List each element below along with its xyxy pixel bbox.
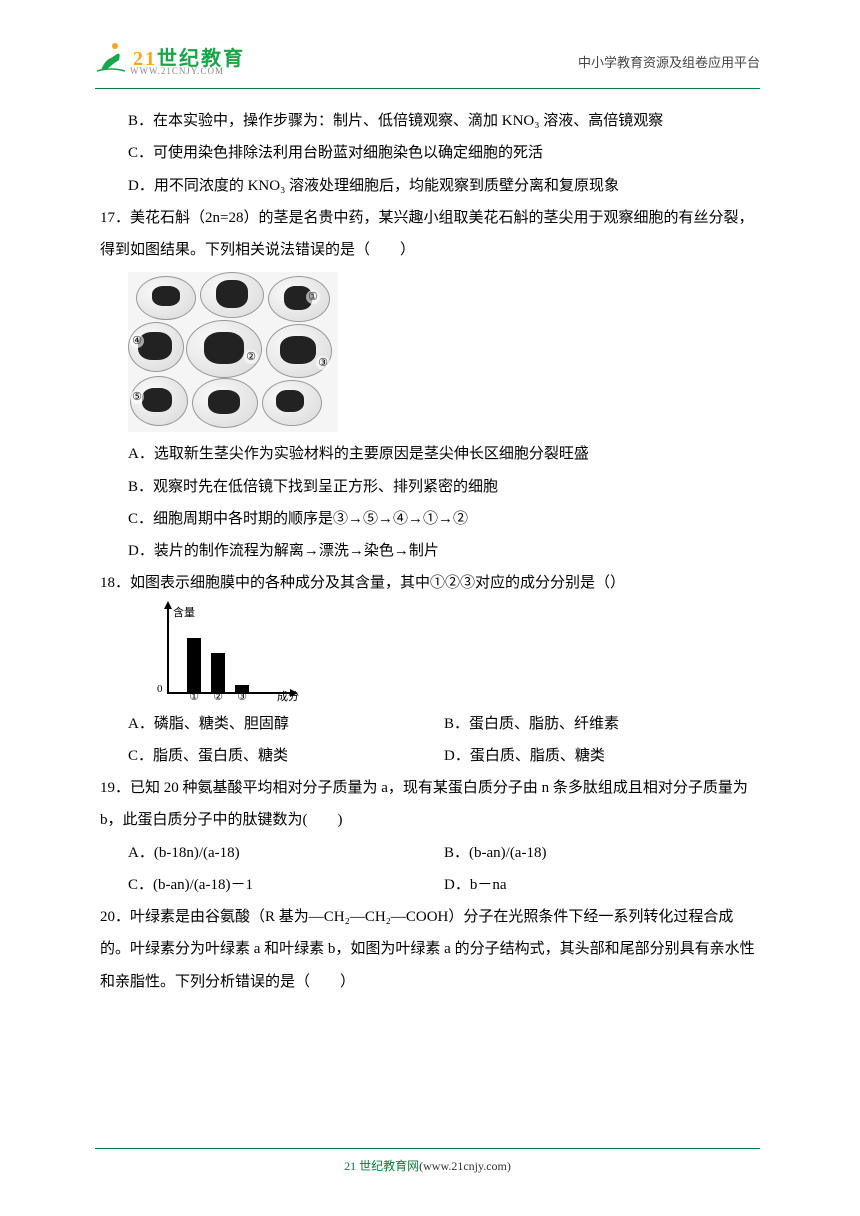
q17-option-d: D．装片的制作流程为解离→漂洗→染色→制片 (100, 535, 760, 567)
q19-option-a: A．(b-18n)/(a-18) (128, 837, 444, 869)
cell-label-4: ④ (130, 334, 144, 348)
q20-stem: 20．叶绿素是由谷氨酸（R 基为—CH₂—CH₂—COOH）分子在光照条件下经一… (100, 901, 760, 998)
chart-tick-3: ③ (235, 686, 249, 710)
q18-option-a: A．磷脂、糖类、胆固醇 (128, 708, 444, 740)
q19-option-b: B．(b-an)/(a-18) (444, 837, 760, 869)
q18-option-b: B．蛋白质、脂肪、纤维素 (444, 708, 760, 740)
cell-label-2: ② (244, 350, 258, 364)
chart-x-label: 成分 (277, 686, 299, 710)
cell-label-1: ① (306, 290, 320, 304)
runner-icon (95, 40, 127, 72)
chart-tick-2: ② (211, 686, 225, 710)
chart-tick-1: ① (187, 686, 201, 710)
q16-option-d: D．用不同浓度的 KNO₃ 溶液处理细胞后，均能观察到质壁分离和复原现象 (100, 170, 760, 202)
page-header: 21世纪教育 WWW.21CNJY.COM 中小学教育资源及组卷应用平台 (0, 40, 860, 100)
q18-stem: 18．如图表示细胞膜中的各种成分及其含量，其中①②③对应的成分分别是（） (100, 567, 760, 599)
chart-y-label: 含量 (173, 602, 195, 626)
q17-option-b: B．观察时先在低倍镜下找到呈正方形、排列紧密的细胞 (100, 471, 760, 503)
footer-rule (95, 1148, 760, 1149)
header-subtitle: 中小学教育资源及组卷应用平台 (578, 52, 760, 71)
q18-option-d: D．蛋白质、脂质、糖类 (444, 740, 760, 772)
header-rule (95, 88, 760, 89)
membrane-bar-chart: 含量 成分 0 ① ② ③ (155, 604, 295, 704)
logo-url: WWW.21CNJY.COM (130, 66, 224, 76)
q18-option-c: C．脂质、蛋白质、糖类 (128, 740, 444, 772)
chart-y-arrow-icon (164, 601, 172, 609)
q17-stem: 17．美花石斛（2n=28）的茎是名贵中药，某兴趣小组取美花石斛的茎尖用于观察细… (100, 202, 760, 267)
page-footer: 21 世纪教育网(www.21cnjy.com) (95, 1148, 760, 1174)
footer-url: (www.21cnjy.com) (419, 1159, 511, 1173)
q16-option-b: B．在本实验中，操作步骤为：制片、低倍镜观察、滴加 KNO₃ 溶液、高倍镜观察 (100, 105, 760, 137)
cell-label-5: ⑤ (130, 390, 144, 404)
q17-option-a: A．选取新生茎尖作为实验材料的主要原因是茎尖伸长区细胞分裂旺盛 (100, 438, 760, 470)
q19-option-c: C．(b-an)/(a-18)－1 (128, 869, 444, 901)
q17-option-c: C．细胞周期中各时期的顺序是③→⑤→④→①→② (100, 503, 760, 535)
q16-option-c: C．可使用染色排除法利用台盼蓝对细胞染色以确定细胞的死活 (100, 137, 760, 169)
cell-mitosis-image: ① ② ③ ④ ⑤ (128, 272, 338, 432)
chart-origin: 0 (157, 678, 163, 702)
q19-stem: 19．已知 20 种氨基酸平均相对分子质量为 a，现有某蛋白质分子由 n 条多肽… (100, 772, 760, 837)
footer-brand: 21 世纪教育网 (344, 1159, 419, 1173)
chart-bar-1 (187, 638, 201, 693)
q19-option-d: D．b－na (444, 869, 760, 901)
content-area: B．在本实验中，操作步骤为：制片、低倍镜观察、滴加 KNO₃ 溶液、高倍镜观察 … (100, 105, 760, 998)
q19-options: A．(b-18n)/(a-18) B．(b-an)/(a-18) C．(b-an… (100, 837, 760, 902)
q18-options: A．磷脂、糖类、胆固醇 B．蛋白质、脂肪、纤维素 C．脂质、蛋白质、糖类 D．蛋… (100, 708, 760, 773)
cell-label-3: ③ (316, 356, 330, 370)
chart-y-axis (167, 604, 169, 694)
